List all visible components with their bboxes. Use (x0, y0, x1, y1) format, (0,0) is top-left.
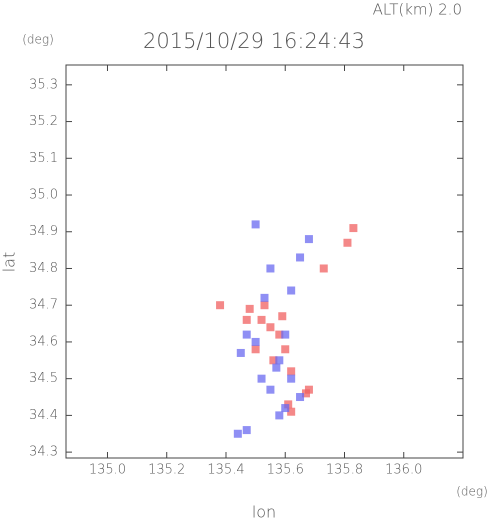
chart-header: ALT(km) 2.0 (373, 1, 462, 19)
y-tick-label: 34.5 (29, 371, 58, 386)
echo-point (304, 385, 313, 394)
echo-point (304, 235, 313, 244)
echo-point (296, 393, 305, 402)
echo-point (245, 304, 254, 313)
echo-point (272, 363, 281, 372)
x-axis-label: lon (252, 503, 276, 521)
y-tick-label: 35.0 (29, 188, 58, 203)
echo-point (281, 330, 290, 339)
echo-point (275, 356, 284, 365)
y-tick-label: 34.6 (29, 334, 58, 349)
echo-point (260, 301, 269, 310)
echo-point (343, 238, 352, 247)
echo-point (319, 264, 328, 273)
y-tick-label: 34.3 (29, 445, 58, 460)
x-tick-label: 135.4 (207, 463, 244, 478)
echo-point (296, 253, 305, 262)
echo-point (242, 330, 251, 339)
echo-point (266, 264, 275, 273)
y-tick-label: 34.4 (29, 408, 58, 423)
x-unit: (deg) (456, 485, 488, 499)
echo-point (251, 220, 260, 229)
echo-point (275, 330, 284, 339)
echo-point (266, 323, 275, 332)
echo-point (278, 312, 287, 321)
y-tick-label: 35.1 (29, 151, 58, 166)
echo-point (260, 293, 269, 302)
echo-point (216, 301, 225, 310)
y-tick-label: 35.3 (29, 77, 58, 92)
echo-point (269, 356, 278, 365)
echo-point (281, 345, 290, 354)
echo-point (287, 286, 296, 295)
echo-point (257, 315, 266, 324)
echo-point (236, 348, 245, 357)
y-axis-label: lat (0, 252, 19, 273)
echo-point (266, 385, 275, 394)
echo-point (287, 407, 296, 416)
echo-point (251, 345, 260, 354)
x-tick-label: 135.0 (89, 463, 126, 478)
y-tick-label: 34.9 (29, 224, 58, 239)
echo-point (242, 426, 251, 435)
echo-point (233, 429, 242, 438)
x-tick-label: 135.2 (148, 463, 185, 478)
plot-frame (65, 64, 464, 459)
echo-point (242, 315, 251, 324)
echo-point (287, 374, 296, 383)
echo-point (287, 367, 296, 376)
echo-point (275, 411, 284, 420)
x-tick-label: 136.0 (385, 463, 422, 478)
echo-point (257, 374, 266, 383)
echo-point (349, 224, 358, 233)
echo-point (251, 337, 260, 346)
y-unit: (deg) (22, 33, 54, 47)
y-tick-label: 34.8 (29, 261, 58, 276)
echo-point (281, 404, 290, 413)
y-tick-label: 34.7 (29, 298, 58, 313)
y-tick-label: 35.2 (29, 114, 58, 129)
x-tick-label: 135.8 (326, 463, 363, 478)
x-tick-label: 135.6 (267, 463, 304, 478)
chart-title: 2015/10/29 16:24:43 (143, 29, 365, 53)
